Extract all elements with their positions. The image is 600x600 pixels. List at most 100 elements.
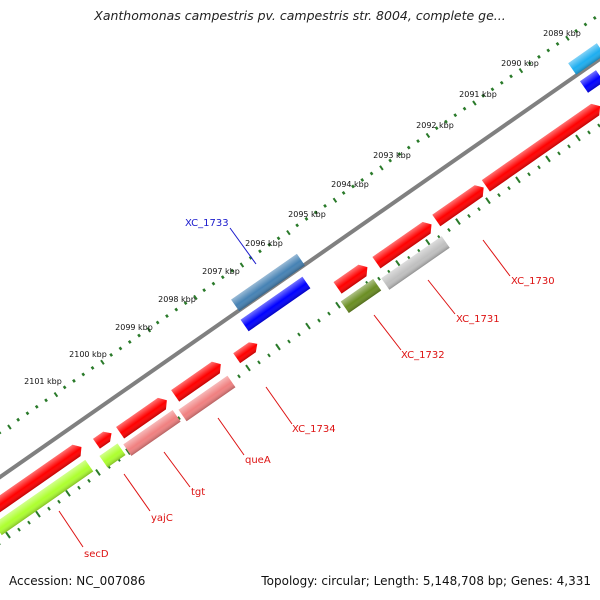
cds-tgt-lower[interactable] (123, 410, 181, 456)
scale-label: 2095 kbp (288, 210, 326, 219)
inner-tick (5, 531, 11, 539)
scale-tick (397, 152, 402, 157)
cds-xc1733-upper[interactable] (231, 253, 305, 312)
scale-tick (295, 223, 300, 228)
inner-tick (305, 322, 311, 330)
cds-quea-lower[interactable] (178, 375, 236, 422)
scale-tick (453, 113, 458, 118)
scale-tick (406, 145, 411, 150)
callout-line (123, 473, 151, 512)
callout-line (58, 510, 84, 548)
inner-tick (587, 130, 591, 135)
inner-tick (317, 318, 321, 323)
scale-tick (462, 106, 467, 111)
inner-tick (245, 364, 251, 372)
inner-tick (177, 416, 181, 421)
cds-xc1732-lower[interactable] (340, 278, 382, 314)
scale-tick (211, 281, 216, 286)
scale-tick (388, 158, 393, 163)
scale-tick (183, 301, 188, 306)
inner-tick (557, 151, 561, 156)
inner-tick (467, 214, 471, 219)
scale-label: 2096 kbp (245, 239, 283, 248)
scale-tick (137, 333, 141, 338)
inner-tick (395, 259, 401, 267)
inner-tick (27, 520, 31, 525)
scale-tick (16, 417, 21, 422)
cds-xc1729-upper[interactable] (568, 43, 600, 75)
feature-label[interactable]: XC_1732 (401, 350, 445, 361)
cds-yajc-lower[interactable] (99, 443, 126, 468)
feature-label[interactable]: secD (84, 549, 109, 560)
inner-tick (377, 276, 381, 281)
scale-tick (574, 29, 579, 33)
cds-xc1730b[interactable] (432, 182, 487, 227)
cds-xc1734[interactable] (233, 339, 260, 364)
scale-tick (286, 230, 291, 236)
inner-tick (297, 332, 301, 337)
scale-tick (165, 314, 169, 319)
inner-tick (545, 155, 551, 163)
cds-xc1730[interactable] (481, 100, 600, 192)
scale-tick (565, 35, 570, 41)
cds-xc1731-lower[interactable] (381, 236, 450, 290)
scale-label: 2089 kbp (543, 29, 581, 38)
accession-text: Accession: NC_007086 (9, 574, 146, 588)
scale-tick (81, 372, 86, 377)
scale-label: 2099 kbp (115, 323, 153, 332)
scale-tick (100, 359, 105, 365)
feature-label[interactable]: queA (245, 455, 271, 466)
feature-label[interactable]: yajC (151, 513, 173, 524)
scale-tick (109, 353, 114, 357)
inner-tick (527, 172, 531, 177)
cds-quea-upper[interactable] (171, 358, 225, 402)
cds-secd-lower[interactable] (0, 459, 94, 536)
scale-tick (34, 404, 39, 409)
cds-tgt-upper[interactable] (116, 394, 171, 439)
scale-tick (481, 93, 486, 98)
cds-secd-upper[interactable] (0, 441, 85, 515)
feature-label[interactable]: XC_1734 (292, 424, 336, 435)
inner-tick (335, 301, 341, 309)
feature-label[interactable]: XC_1733 (185, 218, 229, 229)
feature-label[interactable]: XC_1731 (456, 314, 500, 325)
inner-tick (77, 485, 81, 490)
inner-tick (17, 527, 21, 532)
cds-xc1733-lower[interactable] (240, 276, 311, 332)
callout-line (427, 279, 456, 315)
scale-label: 2092 kbp (416, 121, 454, 130)
inner-tick (87, 478, 91, 483)
scale-tick (379, 165, 384, 171)
cds-yajc-upper[interactable] (93, 428, 115, 449)
scale-tick (44, 398, 48, 403)
inner-tick (237, 374, 241, 379)
scale-tick (444, 119, 448, 124)
scale-tick (472, 100, 477, 106)
scale-tick (220, 275, 225, 280)
cds-xc1729-lower[interactable] (580, 70, 600, 93)
scale-tick (202, 288, 207, 293)
inner-tick (287, 339, 291, 344)
scale-tick (527, 61, 532, 66)
scale-tick (72, 378, 76, 383)
scale-tick (351, 184, 355, 189)
cds-xc1732-upper[interactable] (333, 261, 372, 294)
scale-label: 2097 kbp (202, 267, 240, 276)
feature-label[interactable]: tgt (191, 487, 205, 498)
inner-tick (485, 197, 491, 205)
inner-tick (257, 360, 261, 365)
scale-tick (509, 74, 513, 79)
inner-tick (447, 227, 451, 232)
inner-tick (57, 499, 61, 504)
scale-tick (248, 255, 253, 260)
scale-tick (592, 16, 597, 20)
cds-xc1731-upper[interactable] (372, 219, 435, 269)
scale-label: 2094 kbp (331, 180, 369, 189)
scale-tick (193, 294, 198, 301)
scale-tick (62, 385, 67, 390)
scale-tick (369, 171, 374, 176)
scale-tick (499, 80, 504, 85)
feature-label[interactable]: XC_1730 (511, 276, 555, 287)
scale-tick (537, 54, 541, 59)
